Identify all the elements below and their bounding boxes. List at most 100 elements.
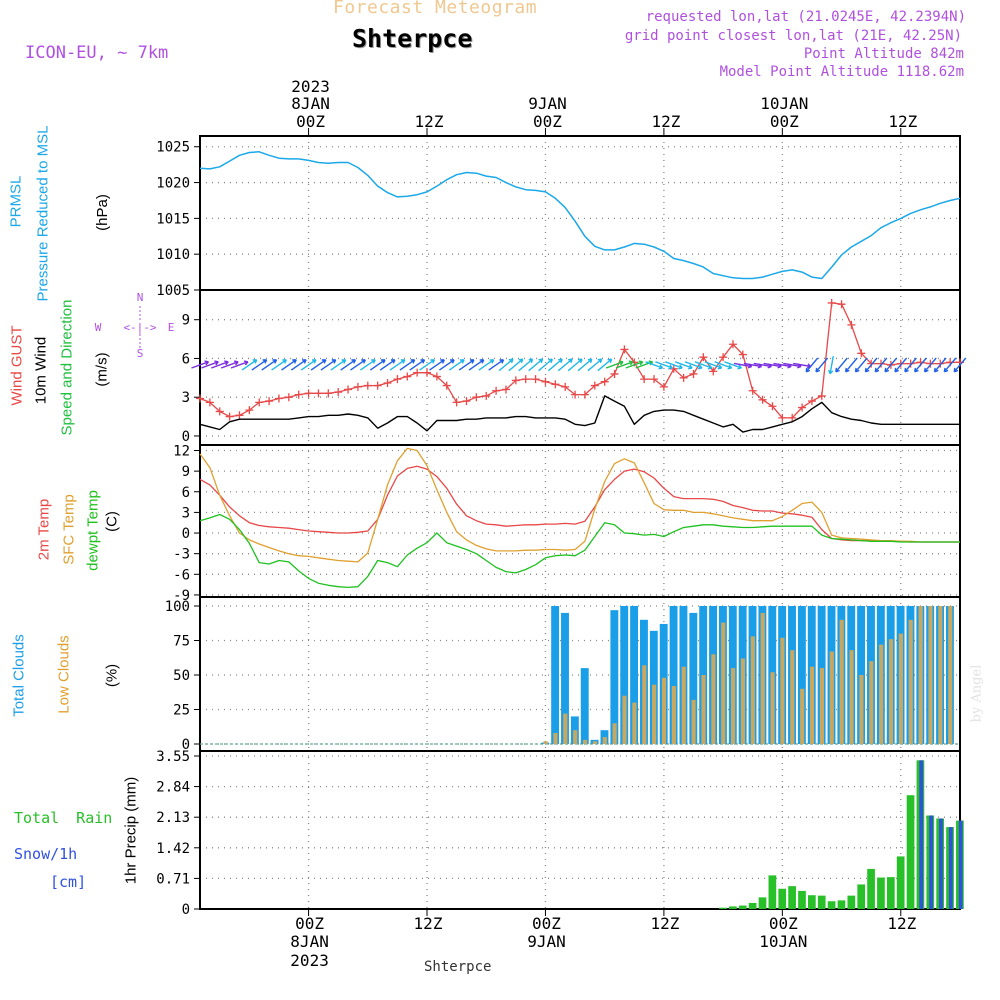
total-cloud-bar (689, 612, 698, 744)
rain-bar (808, 895, 816, 909)
top-tick-label: 00Z (296, 112, 325, 131)
bottom-tick-label: 10JAN (759, 932, 807, 951)
low-cloud-bar (790, 650, 795, 744)
model-altitude: Model Point Altitude 1118.62m (719, 64, 964, 80)
gust-marker (373, 381, 382, 390)
rain-bar (738, 905, 747, 909)
rain-bar (788, 886, 796, 909)
gust-marker (462, 397, 471, 406)
low-cloud-bar (731, 668, 736, 744)
gust-marker (867, 359, 876, 368)
compass-letter: E (168, 321, 175, 334)
wind-direction-arrow (805, 357, 819, 373)
ytick-label: 1.42 (156, 841, 190, 857)
ytick-label: 1005 (156, 283, 190, 299)
bottom-tick-label: 12Z (414, 914, 443, 933)
bottom-tick-label: 12Z (887, 914, 916, 933)
wind-direction-arrow (251, 359, 268, 371)
gust-marker (314, 389, 323, 398)
gust-marker (650, 375, 659, 384)
temp2m-line (199, 465, 960, 543)
gust-marker (580, 390, 589, 399)
gust-marker (423, 368, 432, 377)
wind-direction-arrow (211, 360, 229, 369)
wind-direction-arrow (350, 359, 366, 371)
gust-marker (196, 394, 204, 403)
rain-bar (729, 906, 737, 909)
gust-marker (472, 393, 481, 402)
low-cloud-bar (859, 675, 864, 744)
gust-marker (659, 382, 668, 391)
panel-pressure: 1025 1020 1015 1010 1005 (156, 135, 961, 299)
rain-bar (877, 877, 885, 909)
ytick-label: 9 (182, 464, 190, 480)
compass-letter: S (137, 347, 144, 360)
pressure-line (199, 151, 961, 280)
wind-direction-arrow (665, 361, 683, 370)
wind-direction-arrow (538, 358, 553, 372)
bottom-tick-label: 00Z (769, 914, 798, 933)
total-cloud-bar (551, 606, 560, 744)
wind10-line (199, 395, 960, 433)
compass-letter: N (137, 291, 144, 304)
gust-marker (551, 380, 560, 389)
snow-bar (939, 818, 943, 909)
wind-direction-arrow (923, 357, 937, 373)
gust-marker (255, 398, 264, 407)
gust-marker (541, 377, 550, 386)
gust-marker (482, 391, 491, 400)
low-cloud-bar (661, 677, 667, 744)
low-cloud-bar (809, 666, 815, 744)
rain-bar (867, 868, 875, 909)
gust-marker (432, 372, 441, 381)
ytick-label: 0 (182, 902, 190, 918)
rain-bar (768, 875, 777, 909)
wind-direction-arrow (605, 360, 624, 369)
wind-direction-arrow (468, 359, 485, 371)
total-cloud-bar (561, 612, 569, 744)
total-cloud-bar (797, 606, 806, 744)
wind-direction-arrow (320, 359, 337, 371)
wind-direction-arrow (340, 359, 357, 371)
rain-bar (906, 795, 915, 909)
rain-bar (896, 856, 905, 909)
wind-direction-arrow (704, 361, 723, 370)
wind-direction-arrow (330, 359, 347, 371)
snow-bar (958, 820, 963, 909)
ytick-label: 1010 (156, 247, 190, 263)
gust-marker (620, 345, 629, 354)
gust-marker (719, 353, 728, 362)
gust-marker (393, 375, 402, 384)
rain-bar (817, 895, 826, 909)
wind-direction-arrow (894, 357, 908, 373)
station-title: Shterpce (352, 24, 473, 53)
wind-direction-arrow (587, 358, 603, 372)
bottom-tick-label: 8JAN (290, 932, 329, 951)
gust-marker (778, 413, 787, 422)
low-cloud-bar (770, 672, 775, 744)
wind-direction-arrow (389, 359, 406, 371)
gust-marker (403, 372, 412, 381)
low-cloud-bar (721, 622, 726, 744)
low-cloud-bar (800, 688, 805, 744)
gust-marker (679, 373, 688, 382)
wind-direction-arrow (674, 361, 693, 370)
wind-direction-arrow (615, 360, 634, 369)
low-cloud-bar (819, 668, 824, 744)
low-cloud-bar (780, 637, 785, 744)
wind-direction-arrow (904, 357, 917, 373)
gust-marker (353, 382, 362, 391)
gust-marker (827, 298, 836, 307)
gust-marker (798, 403, 807, 412)
wind-direction-arrow (518, 358, 534, 372)
top-tick-label: 2023 (291, 77, 330, 96)
wind-direction-arrow (835, 357, 848, 373)
gust-marker (728, 340, 737, 349)
rain-bar (719, 907, 727, 909)
wind-direction-arrow (528, 358, 544, 372)
wind-direction-arrow (438, 359, 455, 371)
ytick-label: 0.71 (156, 871, 190, 887)
low-cloud-bar (829, 651, 834, 744)
